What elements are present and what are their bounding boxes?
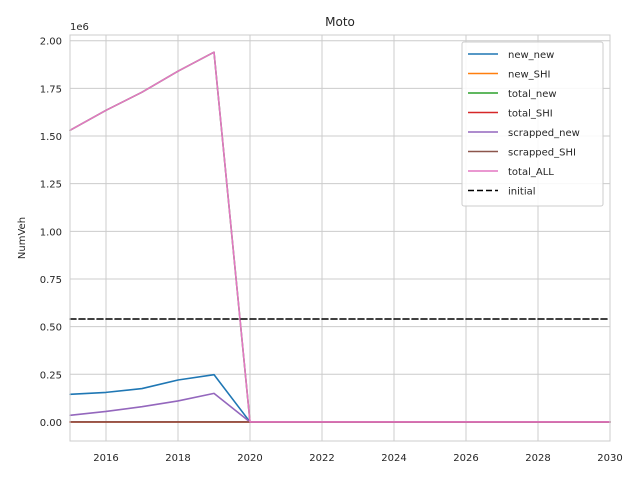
legend-label: scrapped_new (508, 128, 580, 139)
chart-title: Moto (325, 15, 355, 29)
legend-label: total_SHI (508, 109, 553, 120)
y-tick-label: 1.25 (40, 180, 62, 191)
y-offset-label: 1e6 (70, 22, 89, 33)
legend-label: new_SHI (508, 70, 551, 81)
y-tick-label: 0.00 (40, 418, 62, 429)
legend-label: new_new (508, 50, 554, 61)
legend-label: initial (508, 187, 536, 198)
x-tick-label: 2026 (453, 453, 478, 464)
x-tick-label: 2028 (525, 453, 550, 464)
legend-label: scrapped_SHI (508, 148, 576, 159)
legend: new_new new_SHI total_new total_SHI scrapped… (461, 41, 604, 207)
y-tick-label: 0.25 (40, 370, 62, 381)
y-axis-label: NumVeh (17, 217, 28, 259)
plot-frame (69, 34, 611, 442)
y-tick-label: 2.00 (40, 37, 62, 48)
tick-labels: 2016 2018 2020 2022 2024 2026 2028 2030 0.00 0.25… (40, 37, 623, 464)
y-tick-label: 1.75 (40, 84, 62, 95)
legend-label: total_new (508, 89, 557, 100)
series-layer (69, 51, 611, 423)
series-line-total-ALL (69, 51, 611, 423)
x-tick-label: 2022 (309, 453, 334, 464)
x-tick-label: 2016 (93, 453, 118, 464)
legend-box (461, 41, 604, 207)
y-tick-label: 1.50 (40, 132, 62, 143)
x-tick-label: 2030 (597, 453, 622, 464)
x-tick-label: 2024 (381, 453, 406, 464)
x-tick-label: 2018 (165, 453, 190, 464)
x-tick-label: 2020 (237, 453, 262, 464)
legend-label: total_ALL (508, 167, 554, 178)
y-tick-label: 1.00 (40, 227, 62, 238)
y-tick-label: 0.50 (40, 323, 62, 334)
y-tick-label: 0.75 (40, 275, 62, 286)
